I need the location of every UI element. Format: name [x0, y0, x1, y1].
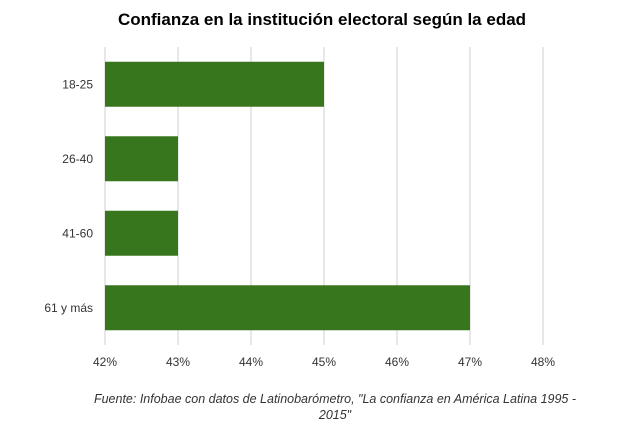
y-category-label: 26-40	[62, 152, 93, 166]
chart-source-note: Fuente: Infobae con datos de Latinobaróm…	[93, 392, 577, 422]
bar	[105, 285, 470, 331]
y-category-label: 18-25	[62, 77, 93, 91]
chart-title: Confianza en la institución electoral se…	[117, 10, 527, 29]
y-category-label: 61 y más	[44, 301, 93, 315]
x-tick-label: 42%	[93, 355, 117, 369]
bar	[105, 136, 178, 182]
x-tick-label: 46%	[385, 355, 409, 369]
bar	[105, 61, 324, 107]
x-tick-label: 43%	[166, 355, 190, 369]
x-tick-label: 44%	[239, 355, 263, 369]
x-tick-label: 47%	[458, 355, 482, 369]
x-tick-label: 45%	[312, 355, 336, 369]
bar	[105, 210, 178, 256]
x-tick-label: 48%	[531, 355, 555, 369]
y-category-label: 41-60	[62, 226, 93, 240]
